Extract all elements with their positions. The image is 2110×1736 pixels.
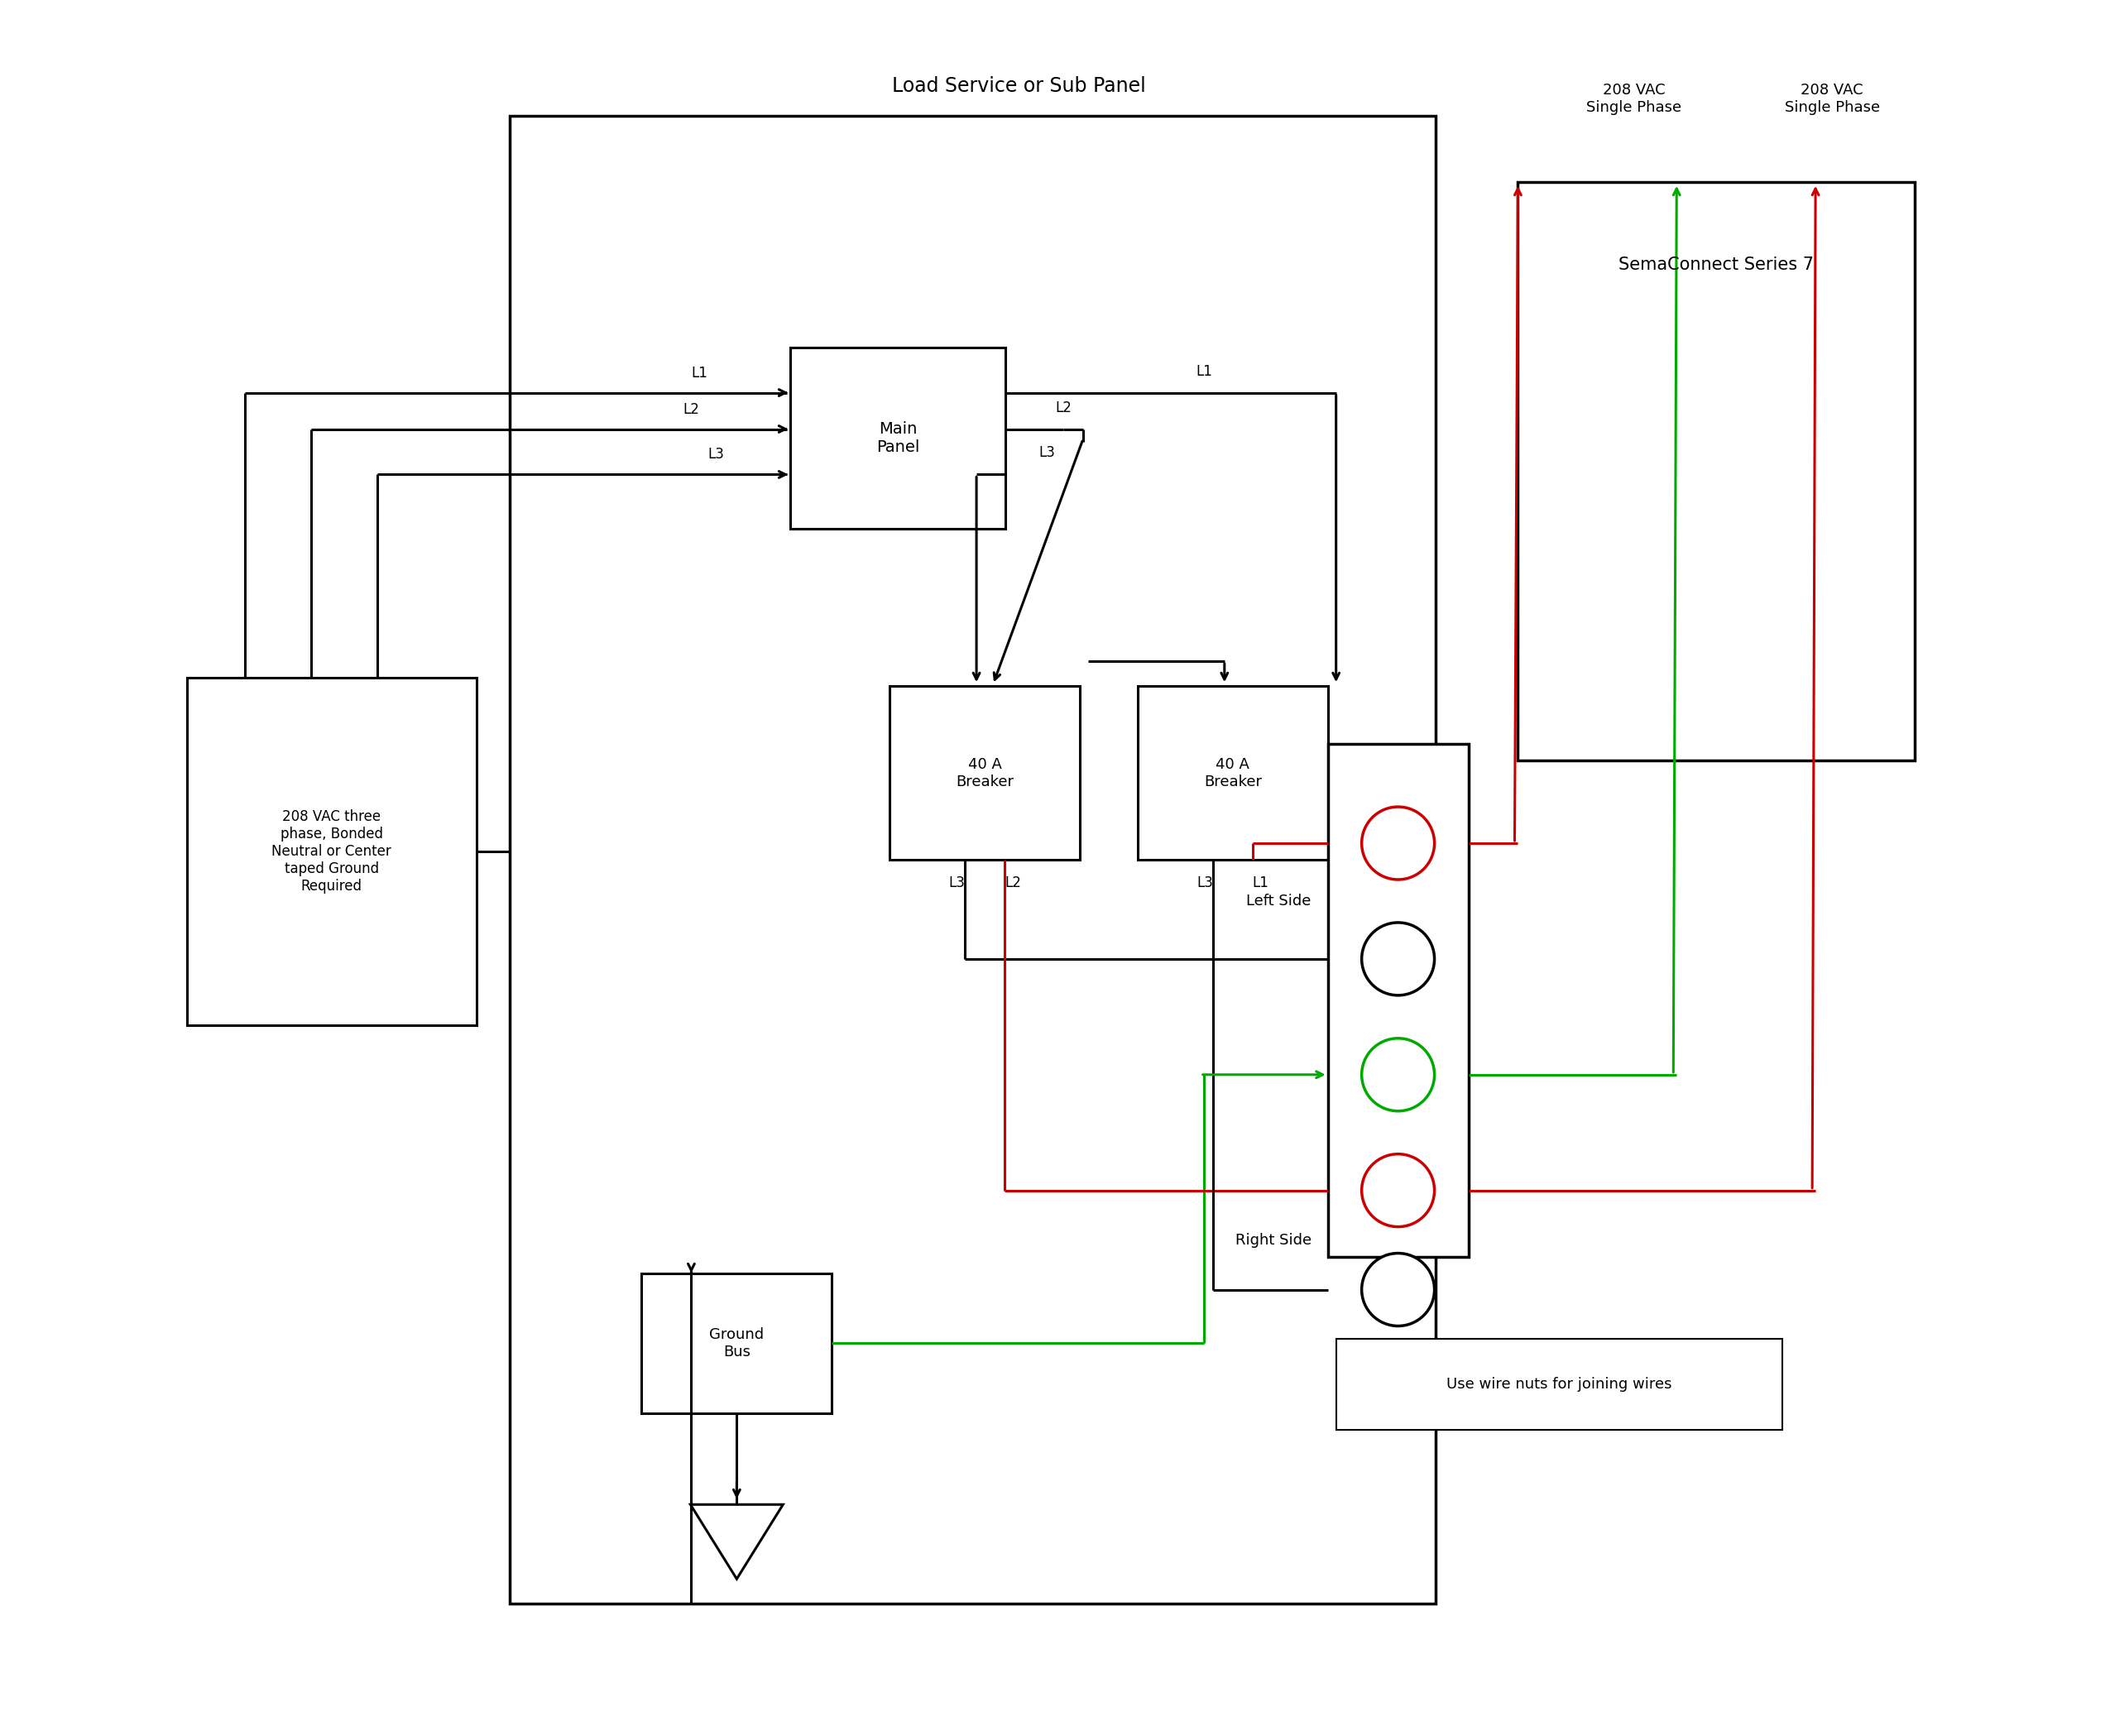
Circle shape: [1361, 807, 1435, 880]
Text: Ground
Bus: Ground Bus: [709, 1328, 764, 1359]
Bar: [1137, 686, 1327, 859]
Text: L1: L1: [1196, 365, 1211, 378]
Text: SemaConnect Series 7: SemaConnect Series 7: [1618, 257, 1815, 273]
Circle shape: [1361, 922, 1435, 995]
Text: L2: L2: [1004, 875, 1021, 891]
Text: Use wire nuts for joining wires: Use wire nuts for joining wires: [1447, 1377, 1671, 1392]
Text: L2: L2: [1055, 399, 1072, 415]
Text: Right Side: Right Side: [1234, 1233, 1310, 1248]
Text: 208 VAC three
phase, Bonded
Neutral or Center
taped Ground
Required: 208 VAC three phase, Bonded Neutral or C…: [272, 809, 392, 894]
Text: L3: L3: [1038, 446, 1055, 460]
Text: L3: L3: [947, 875, 964, 891]
Text: L1: L1: [1253, 875, 1268, 891]
Text: L2: L2: [684, 401, 701, 417]
Text: L3: L3: [1196, 875, 1213, 891]
Bar: [1517, 182, 1914, 760]
Bar: [1327, 745, 1469, 1257]
Text: Load Service or Sub Panel: Load Service or Sub Panel: [893, 76, 1146, 95]
Bar: [509, 116, 1435, 1604]
Bar: [1336, 1338, 1783, 1430]
Text: Main
Panel: Main Panel: [876, 422, 920, 455]
Polygon shape: [690, 1505, 783, 1580]
Text: 208 VAC
Single Phase: 208 VAC Single Phase: [1785, 83, 1880, 115]
Text: Left Side: Left Side: [1247, 894, 1310, 908]
Text: 40 A
Breaker: 40 A Breaker: [956, 757, 1013, 788]
Text: L3: L3: [707, 448, 724, 462]
Circle shape: [1361, 1038, 1435, 1111]
Text: 40 A
Breaker: 40 A Breaker: [1205, 757, 1262, 788]
Bar: [188, 677, 477, 1024]
Bar: [791, 347, 1004, 529]
Text: L1: L1: [692, 365, 707, 380]
Circle shape: [1361, 1253, 1435, 1326]
Circle shape: [1361, 1154, 1435, 1227]
Bar: [890, 686, 1080, 859]
Bar: [641, 1272, 831, 1413]
Text: 208 VAC
Single Phase: 208 VAC Single Phase: [1587, 83, 1682, 115]
